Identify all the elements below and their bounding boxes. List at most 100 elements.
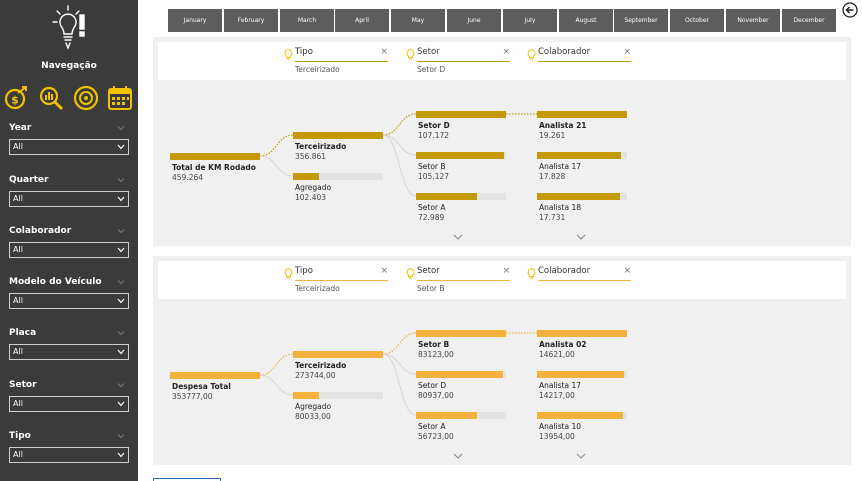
scroll-tab[interactable] — [153, 478, 221, 481]
chevron-down-icon[interactable] — [117, 124, 125, 132]
filter-label: Placa — [9, 328, 37, 338]
filter-dropdown[interactable]: All — [9, 242, 129, 258]
node-label: Analista 21 — [539, 121, 587, 130]
lightbulb-icon — [527, 49, 536, 60]
expand-more-icon[interactable] — [576, 234, 586, 240]
level-selected-value: Setor D — [417, 65, 446, 74]
node-bar — [416, 111, 506, 118]
node-label: Setor D — [418, 121, 450, 130]
tree-node[interactable]: Terceirizado 356.861 — [293, 132, 383, 164]
month-button-january[interactable]: January — [168, 9, 222, 32]
node-label: Setor B — [418, 162, 446, 171]
chevron-down-icon[interactable] — [117, 176, 125, 184]
level-header-setor[interactable]: Setor × Setor B — [406, 266, 510, 296]
tree-node[interactable]: Setor A 56723,00 — [416, 412, 506, 444]
remove-level-icon[interactable]: × — [502, 47, 510, 57]
chevron-down-icon[interactable] — [117, 329, 125, 337]
node-bar — [416, 371, 503, 378]
month-button-june[interactable]: June — [447, 9, 501, 32]
tree-node[interactable]: Terceirizado 273744,00 — [293, 351, 383, 383]
remove-level-icon[interactable]: × — [623, 266, 631, 276]
month-button-august[interactable]: August — [559, 9, 613, 32]
tree-node[interactable]: Setor D 107.172 — [416, 111, 506, 143]
remove-level-icon[interactable]: × — [623, 47, 631, 57]
node-label: Despesa Total — [172, 382, 231, 391]
month-button-february[interactable]: February — [224, 9, 278, 32]
node-bar — [293, 132, 383, 139]
tree-node[interactable]: Analista 17 14217,00 — [537, 371, 627, 403]
chevron-down-icon[interactable] — [117, 432, 125, 440]
connector-line — [506, 333, 537, 374]
level-header-tipo[interactable]: Tipo × Terceirizado — [284, 266, 388, 296]
expand-more-icon[interactable] — [576, 453, 586, 459]
filter-dropdown[interactable]: All — [9, 293, 129, 309]
node-bar — [537, 193, 620, 200]
month-slicer: January February March April May June July Augu… — [168, 9, 838, 32]
level-header-setor[interactable]: Setor × Setor D — [406, 47, 510, 77]
filter-dropdown[interactable]: All — [9, 396, 129, 412]
node-bar — [416, 193, 477, 200]
tree-node[interactable]: Setor B 105.127 — [416, 152, 506, 184]
filter-label: Year — [9, 123, 32, 133]
tree-node[interactable]: Agregado 102.403 — [293, 173, 383, 205]
filter-value: All — [13, 347, 23, 356]
tree-root-node[interactable]: Total de KM Rodado 459.264 — [170, 153, 260, 185]
remove-level-icon[interactable]: × — [380, 266, 388, 276]
node-bar-track — [293, 173, 383, 180]
calendar-icon[interactable] — [107, 85, 133, 111]
month-button-march[interactable]: March — [280, 9, 334, 32]
lightbulb-idea-icon — [52, 5, 85, 50]
month-button-may[interactable]: May — [391, 9, 445, 32]
tree-node[interactable]: Analista 02 14621,00 — [537, 330, 627, 362]
month-button-november[interactable]: November — [726, 9, 780, 32]
tree-node[interactable]: Analista 10 13954,00 — [537, 412, 627, 444]
remove-level-icon[interactable]: × — [502, 266, 510, 276]
dropdown-arrow-icon — [117, 247, 125, 253]
back-arrow-icon[interactable] — [842, 2, 858, 18]
filter-5: Setor All — [9, 378, 129, 412]
month-button-april[interactable]: April — [335, 9, 389, 32]
filter-dropdown[interactable]: All — [9, 191, 129, 207]
month-button-october[interactable]: October — [670, 9, 724, 32]
node-value: 105.127 — [418, 172, 450, 181]
analytics-icon[interactable] — [38, 85, 64, 111]
money-growth-icon[interactable]: $ — [3, 85, 29, 111]
tree-root-node[interactable]: Despesa Total 353777,00 — [170, 372, 260, 404]
target-icon[interactable] — [73, 85, 99, 111]
chevron-down-icon[interactable] — [117, 227, 125, 235]
node-value: 72.989 — [418, 213, 445, 222]
node-label: Analista 17 — [539, 162, 582, 171]
filter-dropdown[interactable]: All — [9, 447, 129, 463]
connector-line — [259, 134, 294, 157]
node-label: Analista 02 — [539, 340, 587, 349]
remove-level-icon[interactable]: × — [380, 47, 388, 57]
tree-node[interactable]: Setor D 80937,00 — [416, 371, 506, 403]
tree-node[interactable]: Setor A 72.989 — [416, 193, 506, 225]
expand-more-icon[interactable] — [453, 234, 463, 240]
month-button-july[interactable]: July — [503, 9, 557, 32]
month-button-december[interactable]: December — [782, 9, 836, 32]
expand-more-icon[interactable] — [453, 453, 463, 459]
level-selected-value: Terceirizado — [295, 284, 340, 293]
tree-node[interactable]: Agregado 80033,00 — [293, 392, 383, 424]
level-header-tipo[interactable]: Tipo × Terceirizado — [284, 47, 388, 77]
filter-dropdown[interactable]: All — [9, 139, 129, 155]
level-header-colaborador[interactable]: Colaborador × — [527, 266, 631, 296]
chevron-down-icon[interactable] — [117, 381, 125, 389]
tree-node[interactable]: Analista 17 17.828 — [537, 152, 627, 184]
lightbulb-icon — [284, 268, 293, 279]
tree-node[interactable]: Setor B 83123,00 — [416, 330, 506, 362]
filter-dropdown[interactable]: All — [9, 344, 129, 360]
tree-node[interactable]: Analista 21 19.261 — [537, 111, 627, 143]
level-name: Setor — [417, 47, 440, 57]
node-label: Terceirizado — [295, 142, 347, 151]
node-label: Setor D — [418, 381, 447, 390]
chevron-down-icon[interactable] — [117, 278, 125, 286]
node-bar — [537, 412, 623, 419]
level-header-colaborador[interactable]: Colaborador × — [527, 47, 631, 77]
month-button-september[interactable]: September — [614, 9, 668, 32]
tree-node[interactable]: Analista 18 17.731 — [537, 193, 627, 225]
connector-line — [259, 374, 294, 396]
node-value: 19.261 — [539, 131, 566, 140]
node-label: Setor A — [418, 422, 446, 431]
